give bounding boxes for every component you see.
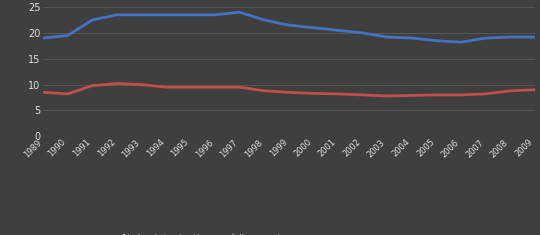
Legend: % des intoxications médicamenteuses, % du total des intoxications (médicamenteus: % des intoxications médicamenteuses, % d… — [87, 234, 396, 235]
